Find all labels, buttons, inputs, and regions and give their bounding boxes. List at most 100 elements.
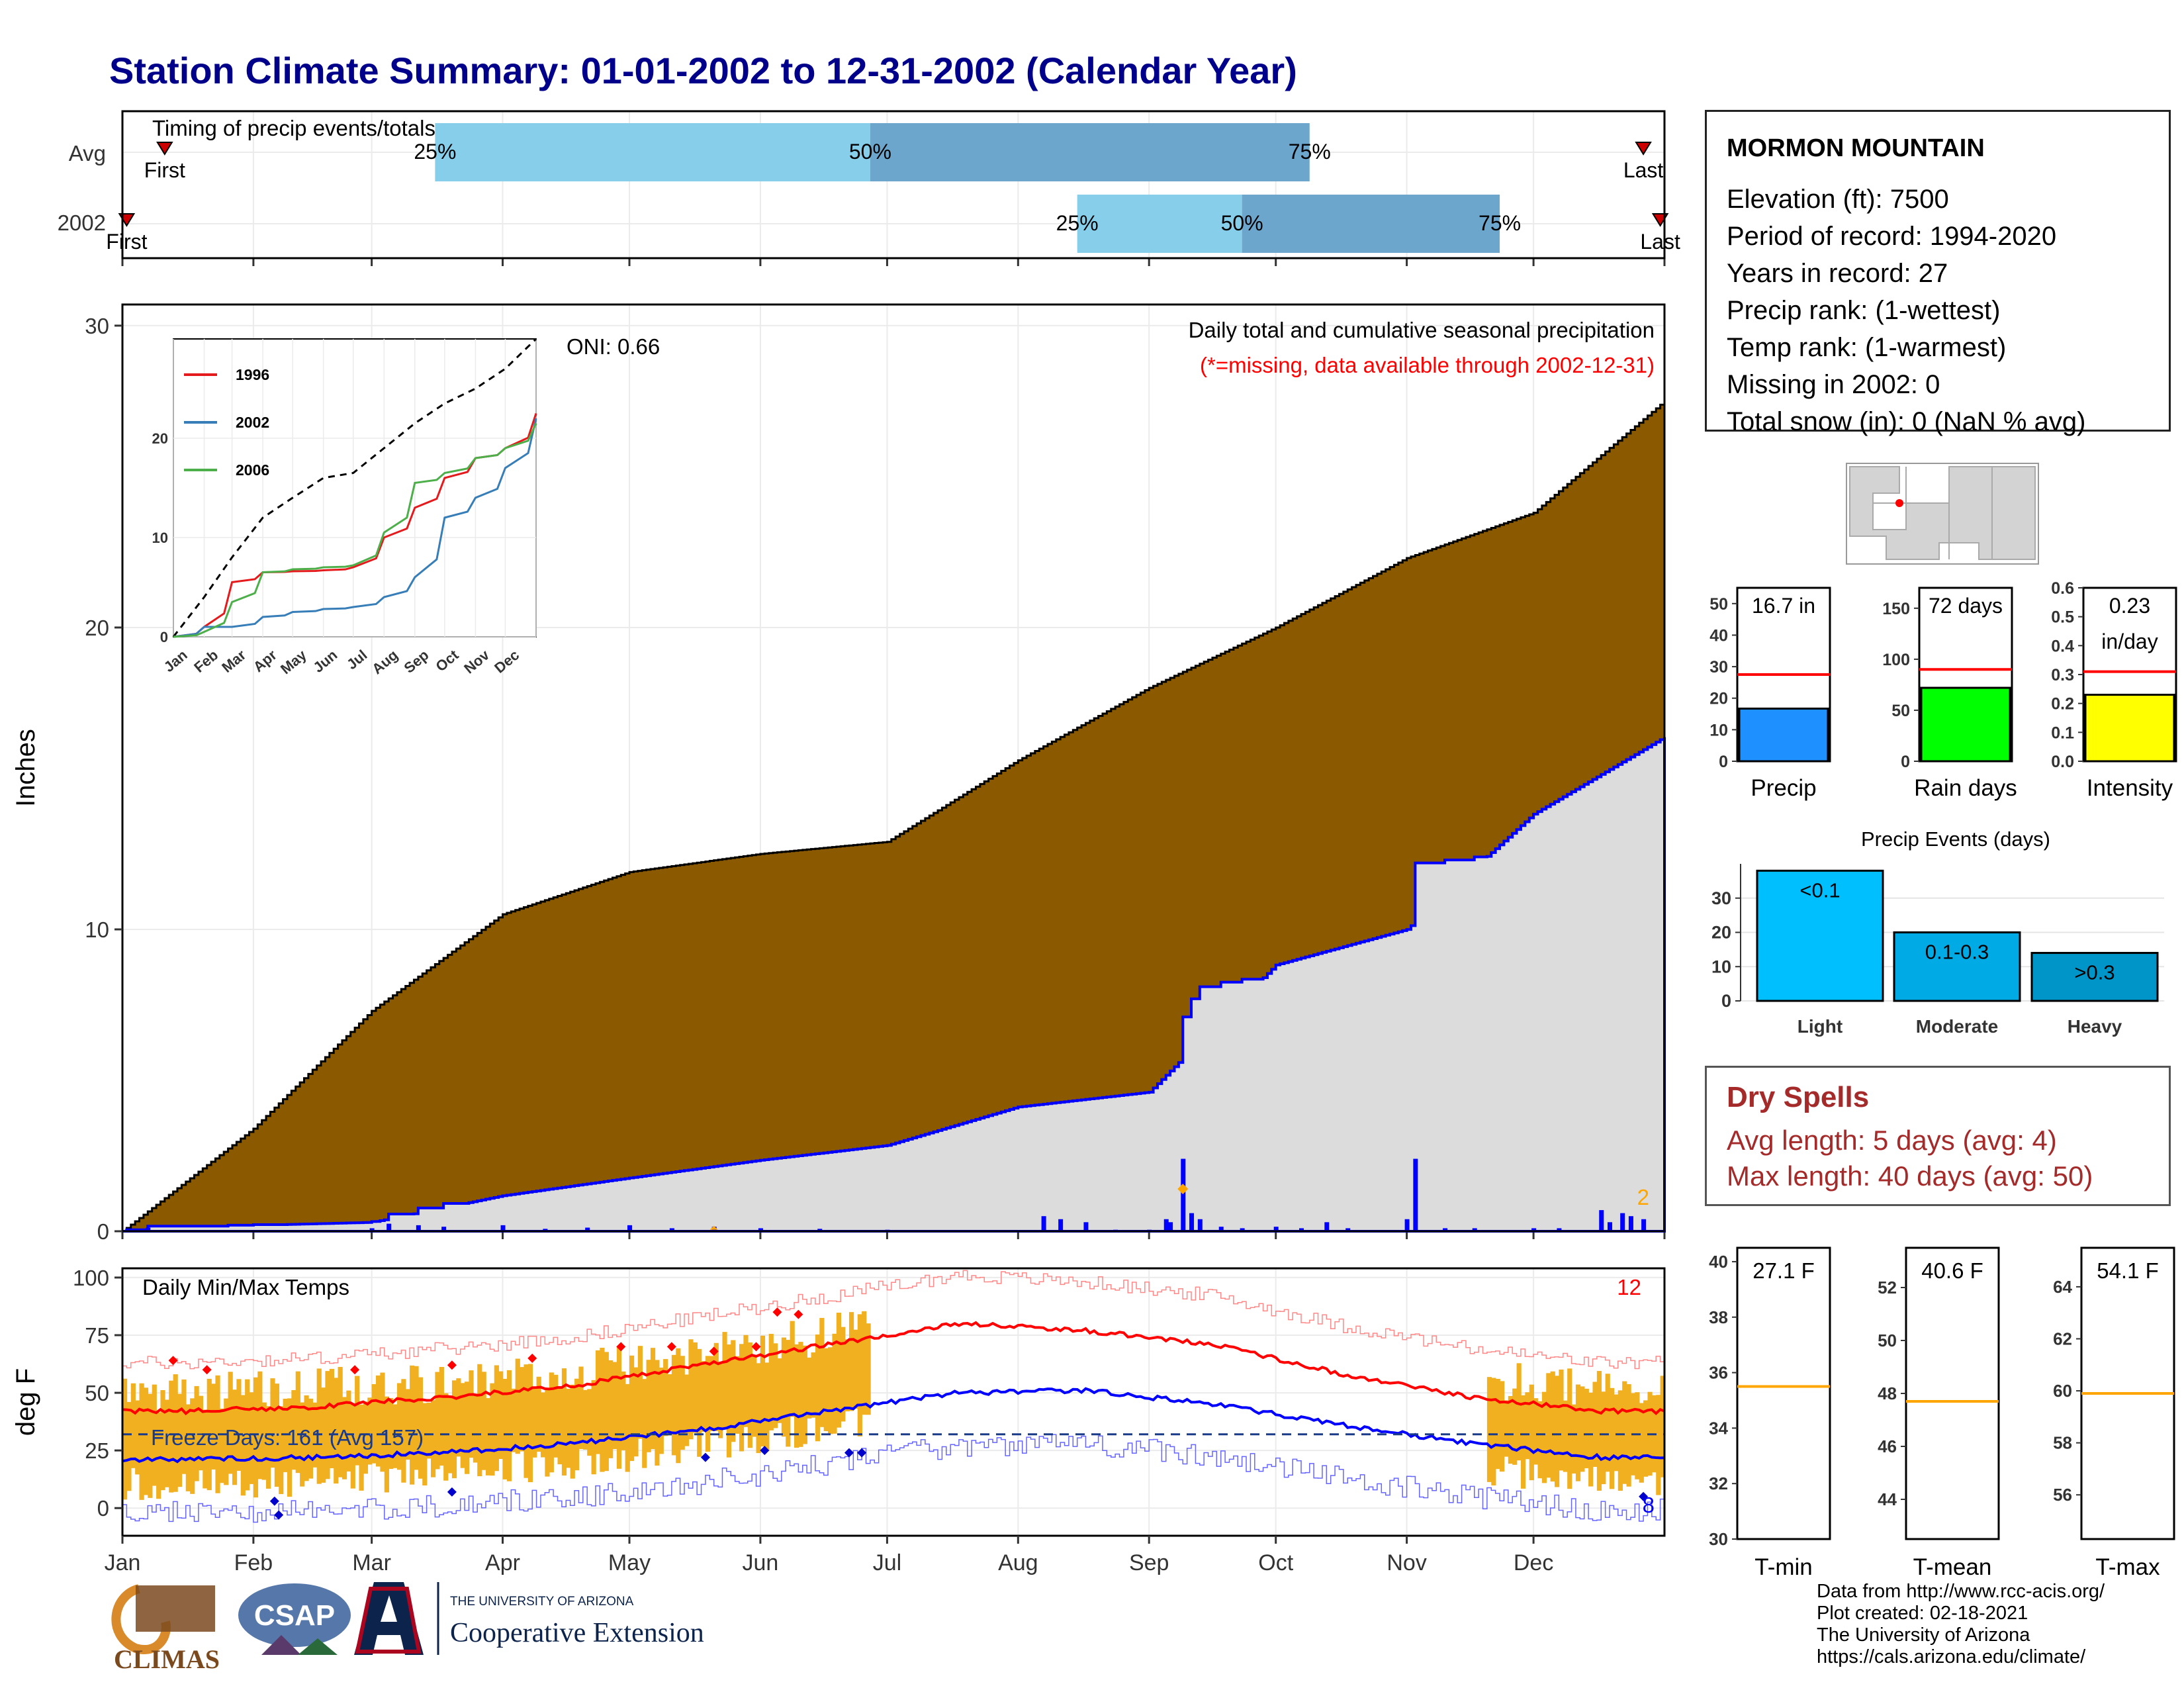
daily-temp-bar [1567, 1368, 1572, 1489]
temp-record-low-marker [1639, 1491, 1649, 1501]
daily-temp-bar [396, 1383, 402, 1470]
daily-temp-bar [456, 1378, 461, 1457]
daily-temp-bar [447, 1396, 453, 1474]
inset-series-2002 [173, 418, 537, 638]
daily-temp-bar [431, 1400, 436, 1477]
month-label-dec: Dec [1514, 1550, 1553, 1575]
daily-precip-bar [543, 1229, 548, 1231]
temp-bar-ytick-label: 30 [1709, 1529, 1728, 1549]
daily-temp-bar [671, 1354, 677, 1456]
month-label-feb: Feb [234, 1550, 273, 1575]
temp-bar-t-mean: 44 46 48 50 52 40.6 F T-mean [1878, 1246, 2000, 1580]
daily-temp-bar [1656, 1395, 1661, 1495]
mini-ytick-label: 30 [1709, 658, 1728, 677]
daily-temp-bar [680, 1356, 685, 1450]
daily-temp-bar [1525, 1392, 1530, 1460]
daily-temp-bar [688, 1339, 694, 1440]
daily-temp-bar [574, 1378, 580, 1471]
daily-temp-bar [334, 1378, 339, 1484]
daily-temp-bar [802, 1345, 807, 1444]
daily-precip-bar [500, 1225, 506, 1231]
temp-bar-ytick-label: 52 [1878, 1278, 1897, 1297]
daily-temp-bar [862, 1311, 867, 1415]
daily-precip-bar [758, 1228, 763, 1231]
temp-bar-ytick-label: 34 [1709, 1418, 1728, 1438]
events-bar-light [1756, 869, 1884, 1002]
events-category-label: Heavy [2068, 1016, 2122, 1037]
daily-temp-bar [451, 1380, 457, 1479]
daily-temp-bar [582, 1389, 588, 1450]
daily-temp-bar [1571, 1404, 1576, 1474]
temp-record-high-marker [527, 1353, 537, 1363]
precip-ytick-label: 20 [85, 616, 109, 640]
mini-bar-value [2084, 694, 2175, 763]
station-elevation: Elevation (ft): 7500 [1727, 185, 1949, 214]
timing-marker-label-avg-first: First [144, 158, 185, 182]
temp-bar-ytick-label: 50 [1878, 1331, 1897, 1350]
daily-temp-bar [384, 1396, 389, 1493]
inset-legend-label-1996: 1996 [236, 366, 269, 383]
daily-temp-bar [608, 1360, 614, 1458]
temp-bar-ytick-label: 56 [2053, 1485, 2072, 1505]
inset-ytick-label: 10 [152, 530, 168, 546]
station-period: Period of record: 1994-2020 [1727, 222, 2057, 251]
daily-temp-bar [341, 1397, 347, 1479]
mini-bar-category-label: Rain days [1914, 775, 2017, 801]
temp-record-high-marker [709, 1346, 719, 1356]
daily-temp-bar [701, 1361, 706, 1432]
mini-ytick-label: 0.0 [2051, 753, 2074, 771]
daily-temp-bar [1555, 1376, 1560, 1487]
inset-legend-label-2006: 2006 [236, 461, 269, 479]
daily-precip-bar [416, 1225, 421, 1231]
daily-temp-bar [490, 1383, 495, 1476]
mini-ytick-label: 100 [1882, 651, 1910, 669]
daily-temp-bar [709, 1356, 715, 1431]
daily-temp-bar [325, 1371, 330, 1479]
daily-temp-bar [308, 1398, 314, 1479]
timing-label-year-75: 75% [1479, 211, 1521, 235]
daily-precip-bar [1628, 1216, 1633, 1231]
daily-precip-bar [1345, 1228, 1351, 1231]
temp-bar-value-label: 54.1 F [2097, 1258, 2159, 1283]
daily-precip-bar [585, 1227, 590, 1231]
daily-precip-bar [1557, 1228, 1562, 1231]
daily-temp-bar [642, 1379, 647, 1468]
dry-spells-box: Dry Spells Avg length: 5 days (avg: 4) M… [1705, 1066, 2171, 1206]
daily-temp-bar [731, 1340, 736, 1442]
temp-bar-ytick-label: 64 [2053, 1277, 2072, 1297]
ua-logo: THE UNIVERSITY OF ARIZONA Cooperative Ex… [354, 1582, 704, 1655]
daily-temp-bar [346, 1390, 351, 1472]
daily-temp-bar [684, 1374, 690, 1446]
daily-temp-bar [595, 1350, 601, 1454]
daily-precip-bar [1324, 1222, 1330, 1231]
daily-temp-bar [561, 1368, 567, 1476]
daily-precip-bars [124, 1158, 1647, 1231]
daily-temp-bar [1520, 1395, 1526, 1489]
events-ytick-label: 30 [1711, 888, 1731, 908]
daily-temp-bar [726, 1344, 732, 1458]
daily-temp-bar [236, 1379, 242, 1471]
daily-precip-bar [1620, 1213, 1625, 1231]
daily-temp-bar [600, 1347, 605, 1472]
daily-temp-bar [819, 1317, 825, 1427]
daily-temp-bar [697, 1348, 702, 1457]
mini-ytick-label: 0.3 [2051, 666, 2074, 684]
events-ytick-label: 10 [1711, 957, 1731, 976]
precip-ytick-label: 10 [85, 917, 109, 942]
daily-temp-bar [435, 1372, 440, 1470]
daily-temp-bar [570, 1384, 575, 1479]
mini-bar-unit-label: in/day [2101, 630, 2158, 653]
daily-temp-bar [481, 1372, 486, 1470]
daily-temp-bar [832, 1333, 837, 1434]
daily-temp-bar [667, 1374, 672, 1436]
temp-bar-category-label: T-max [2095, 1554, 2160, 1580]
daily-temp-bar [316, 1368, 322, 1484]
temp-avg-min-line [122, 1387, 1665, 1464]
daily-temp-bar [261, 1402, 267, 1480]
daily-precip-bar [1168, 1222, 1173, 1231]
timing-row-year: 2002 [58, 211, 106, 235]
dry-spells-max: Max length: 40 days (avg: 50) [1727, 1160, 2093, 1192]
daily-temp-bar [1643, 1400, 1649, 1477]
daily-temp-bar [363, 1401, 369, 1474]
daily-temp-bar [578, 1366, 584, 1450]
